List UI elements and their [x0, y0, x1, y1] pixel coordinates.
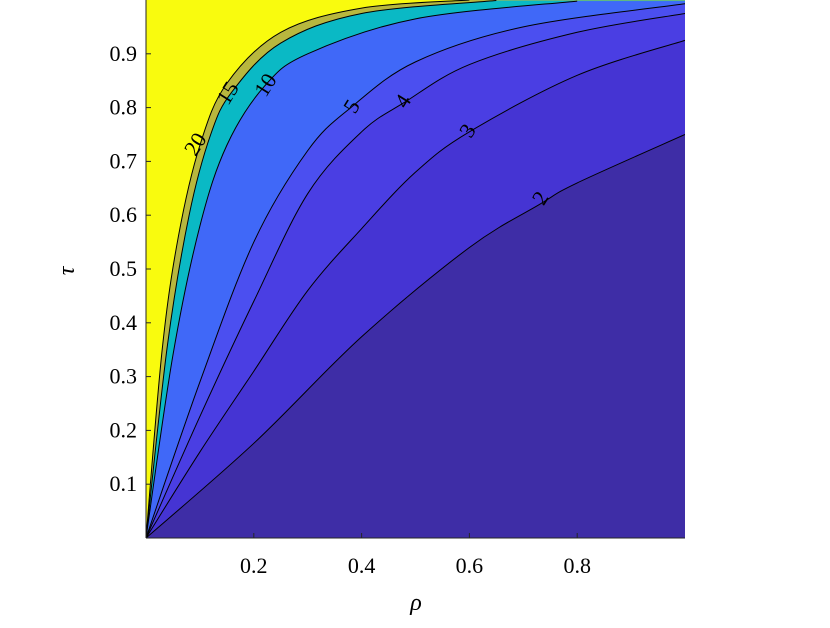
x-axis-label: ρ	[409, 590, 422, 616]
contour-line-3	[146, 39, 685, 538]
x-tick-label: 0.8	[563, 553, 591, 578]
y-tick-label: 0.9	[110, 41, 138, 66]
band-below-2	[146, 134, 685, 538]
y-tick-label: 0.1	[110, 471, 138, 496]
x-tick-label: 0.2	[240, 553, 268, 578]
y-tick-label: 0.5	[110, 256, 138, 281]
y-tick-label: 0.8	[110, 95, 138, 120]
contour-line-10	[146, 0, 578, 538]
x-axis-ticks: 0.2 0.4 0.6 0.8	[240, 533, 591, 578]
y-tick-label: 0.7	[110, 148, 138, 173]
contour-bands	[146, 0, 685, 538]
x-tick-label: 0.4	[348, 553, 376, 578]
y-axis-ticks: 0.1 0.2 0.3 0.4 0.5 0.6 0.7 0.8 0.9	[110, 41, 151, 496]
y-axis-label: τ	[54, 265, 80, 275]
y-tick-label: 0.2	[110, 417, 138, 442]
contour-line-5	[146, 3, 685, 538]
contour-line-20	[146, 0, 470, 538]
y-tick-label: 0.3	[110, 364, 138, 389]
y-tick-label: 0.6	[110, 202, 138, 227]
y-tick-label: 0.4	[110, 310, 138, 335]
contour-line-4	[146, 12, 685, 538]
contour-lines	[146, 0, 685, 538]
contour-line-2	[146, 134, 685, 538]
contour-line-15	[146, 0, 497, 538]
x-tick-label: 0.6	[456, 553, 484, 578]
